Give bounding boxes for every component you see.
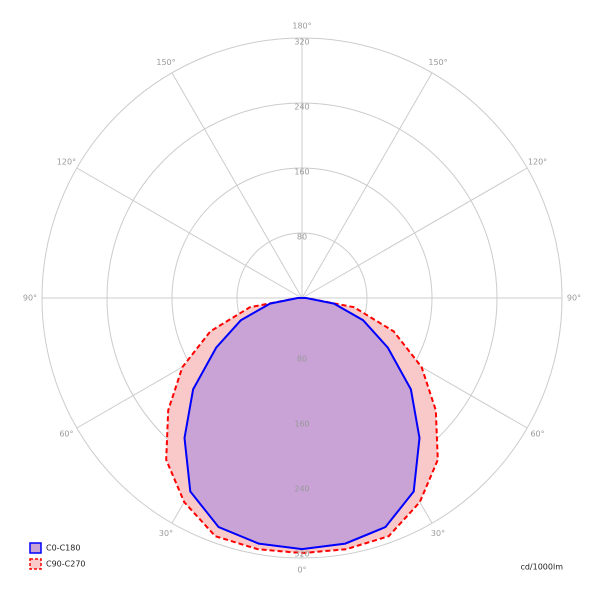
spoke — [301, 72, 433, 299]
unit-label: cd/1000lm — [520, 563, 563, 572]
legend-swatch — [29, 542, 42, 554]
r-tick-label: 80 — [297, 355, 307, 364]
spoke — [301, 167, 528, 299]
r-tick-label: 320 — [294, 38, 309, 47]
angle-label: 150° — [156, 58, 175, 67]
angle-label: 180° — [292, 22, 311, 31]
r-tick-label: 240 — [294, 103, 309, 112]
angle-label: 0° — [297, 566, 306, 575]
r-tick-label: 160 — [294, 420, 309, 429]
legend-text: C90-C270 — [46, 560, 86, 569]
legend-swatch — [29, 558, 42, 570]
labels: 80 80 160 160 240 240 320 320 0° 30° 30° 60° 60° 90° 9… — [23, 22, 581, 575]
spoke — [171, 72, 303, 299]
r-tick-label: 160 — [294, 168, 309, 177]
angle-label: 90° — [567, 294, 581, 303]
angle-label: 60° — [530, 430, 544, 439]
angle-label: 150° — [428, 58, 447, 67]
angle-label: 60° — [59, 430, 73, 439]
angle-label: 90° — [23, 294, 37, 303]
series-curve — [183, 297, 421, 551]
r-tick-label: 240 — [294, 485, 309, 494]
angle-label: 120° — [57, 158, 76, 167]
spoke — [76, 167, 303, 299]
grid — [41, 37, 563, 559]
r-tick-label: 320 — [294, 550, 309, 559]
legend-text: C0-C180 — [46, 544, 80, 553]
angle-label: 30° — [159, 529, 173, 538]
angle-label: 120° — [528, 158, 547, 167]
angle-label: 30° — [431, 529, 445, 538]
r-tick-label: 80 — [297, 233, 307, 242]
